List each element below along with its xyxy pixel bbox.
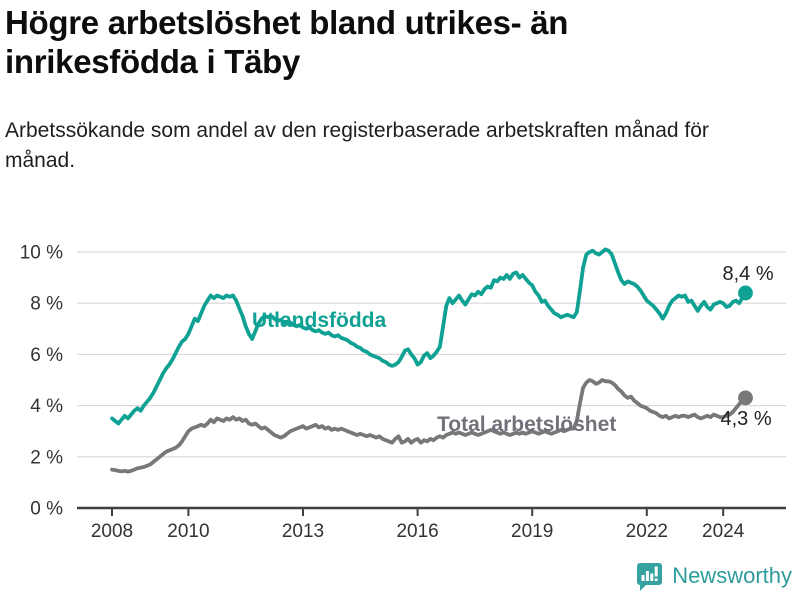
series-line-utlandsfodda [110, 247, 748, 426]
page-title: Högre arbetslöshet bland utrikes- än inr… [5, 4, 569, 80]
y-axis-tick-label: 2 % [30, 447, 63, 468]
brand-name: Newsworthy [672, 563, 792, 588]
series-end-dot [738, 390, 753, 406]
bar-chart-speech-bubble-icon [637, 563, 663, 591]
y-axis-tick-label: 6 % [30, 345, 63, 366]
brand-footer: Newsworthy [634, 560, 792, 592]
x-axis-tick-label: 2024 [702, 521, 745, 542]
chart-subtitle: Arbetssökande som andel av den registerb… [5, 119, 709, 173]
x-axis-tick-label: 2008 [91, 521, 133, 542]
series-end-dot [738, 285, 753, 301]
x-axis-tick-label: 2022 [626, 521, 668, 542]
y-axis-tick-label: 8 % [30, 294, 63, 315]
series-line-total [110, 378, 748, 474]
series-label: Utlandsfödda [252, 309, 386, 332]
y-axis-tick-label: 0 % [30, 499, 63, 520]
series-end-value-label: 8,4 % [722, 263, 773, 285]
series-label: Total arbetslöshet [437, 413, 616, 436]
y-axis-tick-label: 10 % [20, 243, 63, 264]
x-axis-tick-label: 2013 [282, 521, 324, 542]
series-end-value-label: 4,3 % [720, 408, 771, 430]
y-axis-tick-label: 4 % [30, 396, 63, 417]
line-chart: 0 % 2 % 4 % 6 % 8 % 10 % 2008 2010 2013 2016 2019 2… [0, 230, 800, 560]
x-axis-tick-label: 2016 [396, 521, 438, 542]
chart-canvas: 0 % 2 % 4 % 6 % 8 % 10 % 2008 2010 2013 2016 2019 2… [20, 243, 786, 542]
x-axis-tick-label: 2019 [511, 521, 553, 542]
x-axis-tick-label: 2010 [167, 521, 209, 542]
